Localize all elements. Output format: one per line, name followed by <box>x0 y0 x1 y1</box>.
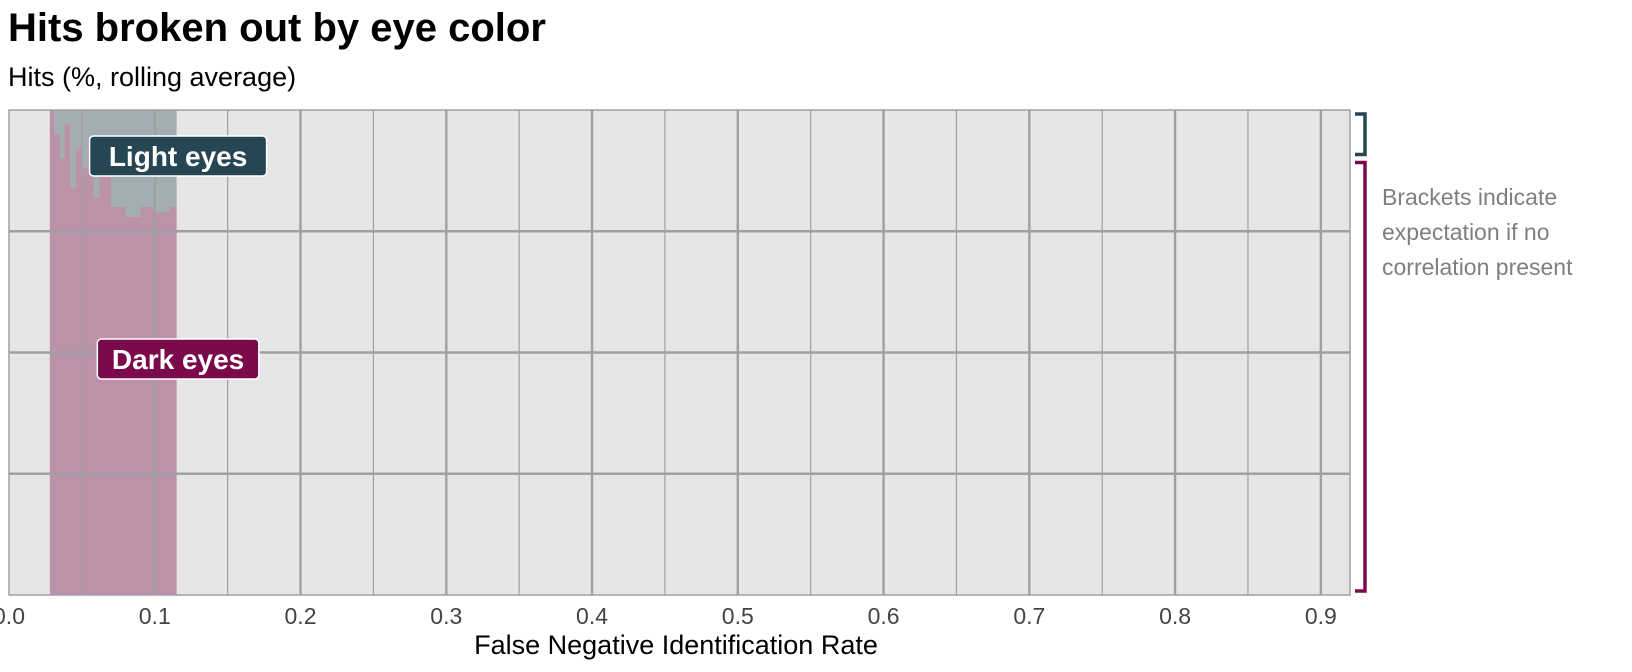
bracket-light-eyes <box>1355 112 1367 157</box>
x-axis-label: False Negative Identification Rate <box>474 630 878 660</box>
x-tick-label: 0.9 <box>1305 603 1337 629</box>
x-tick-label: 0.8 <box>1159 603 1191 629</box>
x-tick-label: 0.7 <box>1013 603 1045 629</box>
label-dark-eyes: Dark eyes <box>96 338 260 380</box>
x-tick-label: 0.0 <box>0 603 25 629</box>
x-tick-label: 0.4 <box>576 603 608 629</box>
label-dark-eyes-box <box>96 338 260 380</box>
x-tick-label: 0.3 <box>430 603 462 629</box>
bracket-dark-eyes <box>1355 160 1367 593</box>
label-light-eyes-box <box>88 135 268 177</box>
x-tick-label: 0.1 <box>139 603 171 629</box>
bracket-note-line: correlation present <box>1382 254 1573 280</box>
label-light-eyes: Light eyes <box>88 135 268 177</box>
label-light-eyes-text: Light eyes <box>109 141 247 172</box>
chart-subtitle: Hits (%, rolling average) <box>8 62 297 92</box>
x-tick-label: 0.6 <box>868 603 900 629</box>
bracket-layer <box>1355 112 1367 593</box>
bracket-note: Brackets indicate expectation if no correl… <box>1382 184 1573 280</box>
x-axis-ticks: 0.0 0.1 0.2 0.3 0.4 0.5 0.6 0.7 0.8 0.9 <box>0 603 1337 629</box>
label-dark-eyes-text: Dark eyes <box>112 344 244 375</box>
series-labels: Light eyes Dark eyes <box>88 135 268 380</box>
chart-title: Hits broken out by eye color <box>8 6 546 50</box>
x-tick-label: 0.5 <box>722 603 754 629</box>
bracket-note-line: Brackets indicate <box>1382 184 1557 210</box>
plot-border <box>8 109 1351 596</box>
bracket-note-line: expectation if no <box>1382 219 1550 245</box>
x-tick-label: 0.2 <box>285 603 317 629</box>
